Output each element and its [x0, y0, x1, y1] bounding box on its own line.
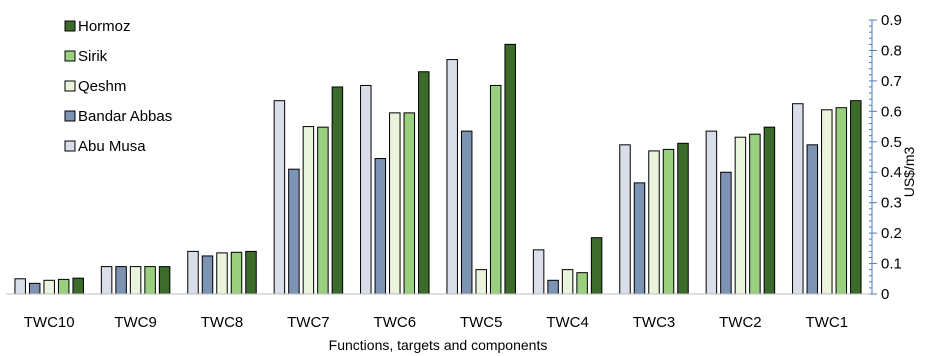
legend-swatch-qeshm — [64, 80, 76, 92]
bar-twc1-sirik — [835, 107, 848, 295]
y-tick-label: 0.8 — [881, 42, 902, 59]
bar-twc8-bandar-abbas — [201, 255, 214, 295]
bar-twc5-hormoz — [504, 43, 516, 295]
legend-swatch-abu-musa — [64, 140, 76, 152]
bar-twc10-hormoz — [72, 277, 84, 295]
bar-twc6-hormoz — [418, 71, 430, 295]
bar-twc9-bandar-abbas — [115, 266, 127, 295]
bar-twc3-sirik — [662, 148, 675, 295]
y-tick-label: 0.2 — [881, 225, 902, 242]
bar-twc5-sirik — [489, 84, 502, 295]
bar-twc4-qeshm — [561, 269, 574, 295]
bar-twc1-hormoz — [850, 100, 862, 295]
x-tick-label-twc2: TWC2 — [719, 314, 762, 331]
y-tick-label: 0.3 — [881, 195, 902, 212]
x-tick-label-twc9: TWC9 — [114, 314, 157, 331]
bars-layer — [14, 43, 862, 295]
x-tick-label-twc4: TWC4 — [546, 314, 589, 331]
y-axis-title: US$/m3 — [901, 147, 917, 198]
bar-twc9-qeshm — [129, 266, 142, 295]
bar-twc2-sirik — [749, 133, 761, 295]
bar-twc10-abu-musa — [14, 278, 26, 295]
x-axis: TWC10 TWC9 TWC8 TWC7 TWC6 TWC5 TWC4 TWC3 TWC2 TWC… — [6, 293, 870, 331]
legend-label-sirik: Sirik — [78, 48, 108, 65]
bar-twc1-bandar-abbas — [806, 144, 819, 295]
bar-twc6-abu-musa — [360, 84, 372, 295]
bar-twc8-qeshm — [216, 252, 228, 295]
legend-label-abu-musa: Abu Musa — [78, 138, 146, 155]
legend-swatch-bandar-abbas — [64, 110, 76, 122]
bar-twc3-bandar-abbas — [633, 182, 646, 295]
legend-swatch-hormoz — [64, 20, 76, 32]
y-tick-label: 0 — [881, 286, 889, 303]
bar-twc7-sirik — [317, 126, 329, 295]
bar-twc1-abu-musa — [792, 103, 804, 295]
bar-twc4-hormoz — [590, 237, 603, 295]
bar-twc4-abu-musa — [532, 249, 545, 295]
x-tick-label-twc3: TWC3 — [633, 314, 676, 331]
bar-twc5-abu-musa — [446, 59, 458, 295]
bar-twc3-hormoz — [677, 142, 689, 295]
y-tick-label: 0.6 — [881, 103, 902, 120]
y-tick-label: 0.9 — [881, 12, 902, 29]
bar-twc7-bandar-abbas — [288, 168, 300, 295]
x-axis-title: Functions, targets and components — [329, 337, 548, 353]
y-tick-label: 0.4 — [881, 164, 902, 181]
x-tick-label-twc10: TWC10 — [24, 314, 75, 331]
legend-label-qeshm: Qeshm — [78, 78, 126, 95]
bar-twc3-abu-musa — [619, 144, 631, 295]
bar-twc9-sirik — [144, 266, 156, 295]
bar-twc6-qeshm — [389, 112, 401, 295]
bar-twc8-sirik — [230, 251, 243, 295]
bar-twc2-hormoz — [763, 126, 776, 295]
bar-twc8-abu-musa — [187, 250, 199, 295]
bar-twc7-abu-musa — [273, 100, 286, 295]
bar-twc3-qeshm — [648, 150, 660, 295]
legend: Hormoz Sirik Qeshm Bandar Abbas Abu Musa — [64, 18, 172, 155]
legend-label-hormoz: Hormoz — [78, 18, 131, 35]
y-tick-label: 0.7 — [881, 73, 902, 90]
bar-twc7-hormoz — [331, 86, 344, 295]
bar-twc4-bandar-abbas — [547, 279, 559, 295]
bar-twc2-abu-musa — [705, 130, 718, 295]
x-tick-label-twc5: TWC5 — [460, 314, 503, 331]
bar-twc4-sirik — [576, 272, 588, 295]
bar-twc5-bandar-abbas — [460, 130, 473, 295]
x-tick-label-twc1: TWC1 — [806, 314, 849, 331]
y-tick-label: 0.5 — [881, 134, 902, 151]
bar-twc5-qeshm — [475, 269, 487, 295]
x-tick-label-twc8: TWC8 — [201, 314, 244, 331]
y-tick-label: 0.1 — [881, 256, 902, 273]
x-tick-label-twc7: TWC7 — [287, 314, 330, 331]
y-axis: 0 0.1 0.2 0.3 0.4 0.5 0.6 0.7 0.8 0.9 — [869, 12, 902, 303]
bar-twc10-sirik — [57, 278, 70, 295]
bar-twc7-qeshm — [302, 126, 315, 295]
bar-twc6-sirik — [403, 112, 416, 295]
bar-twc2-bandar-abbas — [720, 171, 732, 295]
bar-twc9-hormoz — [158, 266, 171, 295]
bar-twc2-qeshm — [734, 136, 747, 295]
bar-twc1-qeshm — [821, 109, 833, 295]
bar-twc9-abu-musa — [100, 266, 113, 295]
bar-twc10-qeshm — [43, 279, 55, 295]
bar-twc10-bandar-abbas — [28, 282, 41, 295]
bar-twc6-bandar-abbas — [374, 158, 387, 295]
bar-twc8-hormoz — [245, 250, 257, 295]
legend-label-bandar-abbas: Bandar Abbas — [78, 108, 172, 125]
x-tick-label-twc6: TWC6 — [374, 314, 417, 331]
legend-swatch-sirik — [64, 50, 76, 62]
